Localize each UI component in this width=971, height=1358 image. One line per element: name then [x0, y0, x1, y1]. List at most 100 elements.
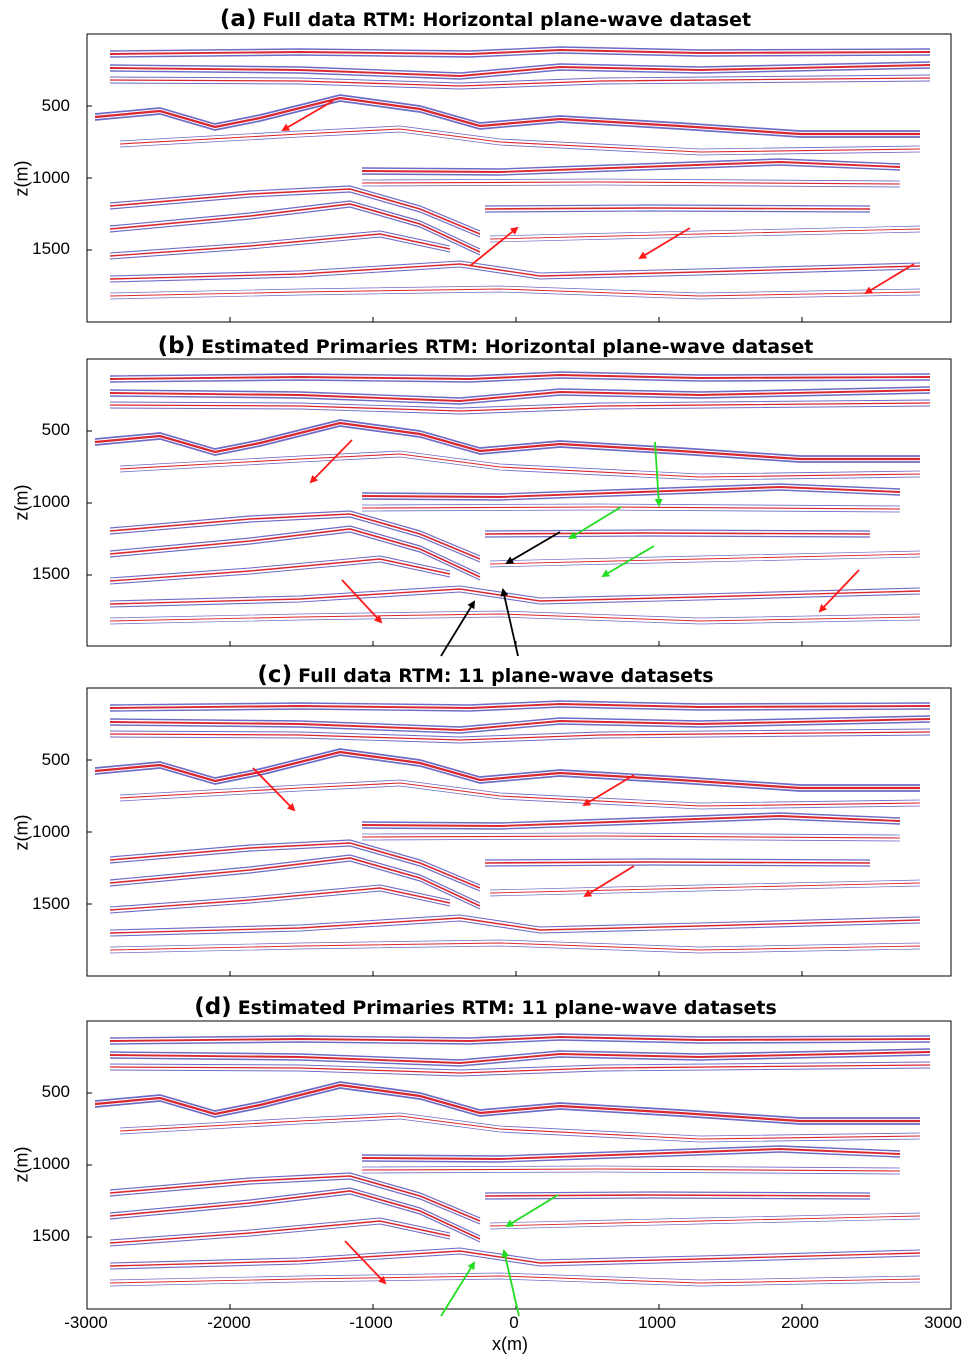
reflector-line	[109, 402, 931, 412]
reflector-line	[109, 734, 931, 744]
reflector-line	[361, 483, 901, 495]
reflector-line	[119, 125, 921, 150]
reflector-line	[109, 203, 481, 253]
xtick-2000: 2000	[781, 1313, 819, 1332]
reflector-line	[119, 128, 921, 153]
reflector-line	[361, 158, 901, 170]
panel-d-arrows	[344, 1194, 559, 1317]
panel-a-arrows	[281, 100, 915, 295]
reflector-line	[489, 225, 921, 237]
reflector-line	[109, 1193, 481, 1243]
reflector-line	[484, 858, 871, 861]
red-arrow	[344, 1240, 387, 1285]
panel-c-label: (c)	[257, 662, 293, 688]
reflector-line	[94, 754, 920, 792]
reflector-line	[109, 191, 481, 238]
reflector-line	[119, 1115, 921, 1140]
red-arrow	[252, 767, 296, 812]
reflector-line	[361, 812, 901, 824]
reflector-line	[109, 74, 931, 84]
panel-b-ytick-500: 500	[41, 420, 70, 439]
reflector-line	[109, 721, 931, 734]
reflector-line	[109, 230, 451, 254]
reflector-line	[109, 233, 451, 257]
reflector-line	[109, 49, 931, 55]
reflector-line	[489, 882, 921, 894]
reflector-line	[109, 64, 931, 77]
reflector-line	[489, 556, 921, 568]
panel-a-ytick-1500: 1500	[32, 239, 70, 258]
reflector-line	[109, 1253, 921, 1270]
panel-d-ytick-1500: 1500	[32, 1226, 70, 1245]
reflector-line	[94, 96, 920, 136]
panel-b-title-text: Estimated Primaries RTM: Horizontal plan…	[201, 336, 814, 358]
reflector-line	[109, 61, 931, 74]
reflector-line	[361, 178, 901, 182]
panel-d-ytick-500: 500	[41, 1082, 70, 1101]
reflector-line	[109, 700, 931, 706]
reflector-line	[361, 818, 901, 830]
reflector-line	[109, 1175, 481, 1222]
panel-c-ytick-1000: 1000	[32, 822, 70, 841]
reflector-line	[109, 939, 921, 948]
panel-b-title: (b) Estimated Primaries RTM: Horizontal p…	[0, 333, 971, 359]
reflector-line	[484, 210, 871, 213]
reflector-line	[109, 399, 931, 409]
reflector-line	[361, 1171, 901, 1175]
reflector-line	[109, 945, 921, 954]
black-arrow	[440, 600, 476, 657]
reflector-line	[484, 1194, 871, 1197]
red-arrow	[818, 569, 860, 613]
reflector-line	[109, 1190, 481, 1240]
reflector-line	[484, 204, 871, 207]
reflector-line	[109, 1220, 451, 1244]
panel-a-title: (a) Full data RTM: Horizontal plane-wave …	[0, 6, 971, 32]
reflector-line	[109, 561, 451, 585]
reflector-line	[109, 1061, 931, 1071]
reflector-line	[109, 389, 931, 402]
reflector-line	[94, 748, 920, 786]
reflector-line	[109, 703, 931, 709]
reflector-line	[361, 486, 901, 498]
reflector-line	[484, 864, 871, 867]
reflector-line	[109, 591, 921, 608]
reflector-line	[109, 386, 931, 399]
seismic-reflectors	[94, 46, 931, 1287]
red-arrow	[583, 865, 635, 898]
reflector-line	[361, 832, 901, 836]
reflector-line	[361, 1151, 901, 1163]
reflector-line	[109, 513, 481, 560]
reflector-line	[109, 728, 931, 738]
reflector-line	[109, 260, 921, 277]
reflector-line	[119, 131, 921, 156]
reflector-line	[109, 1247, 921, 1264]
reflector-line	[109, 1039, 931, 1045]
reflector-line	[109, 558, 451, 582]
red-arrow	[341, 579, 383, 624]
reflector-line	[484, 535, 871, 538]
reflector-line	[94, 421, 920, 461]
reflector-line	[109, 1223, 451, 1247]
reflector-line	[109, 525, 481, 575]
reflector-line	[94, 425, 920, 463]
reflector-line	[489, 550, 921, 562]
reflector-line	[361, 164, 901, 176]
reflector-line	[109, 890, 451, 914]
panel-b-ytick-1000: 1000	[32, 492, 70, 511]
red-arrow	[281, 100, 334, 132]
reflector-line	[361, 835, 901, 839]
reflector-line	[361, 181, 901, 185]
reflector-line	[361, 1148, 901, 1160]
reflector-line	[109, 188, 481, 235]
xtick-0: 0	[509, 1313, 519, 1332]
reflector-line	[109, 613, 921, 622]
reflector-line	[94, 100, 920, 138]
red-arrow	[864, 263, 915, 295]
reflector-line	[109, 585, 921, 602]
reflector-line	[109, 845, 481, 892]
reflector-line	[109, 516, 481, 563]
reflector-line	[109, 266, 921, 283]
reflector-line	[109, 46, 931, 52]
xtick-neg2000: -2000	[207, 1313, 251, 1332]
reflector-line	[94, 1081, 920, 1119]
